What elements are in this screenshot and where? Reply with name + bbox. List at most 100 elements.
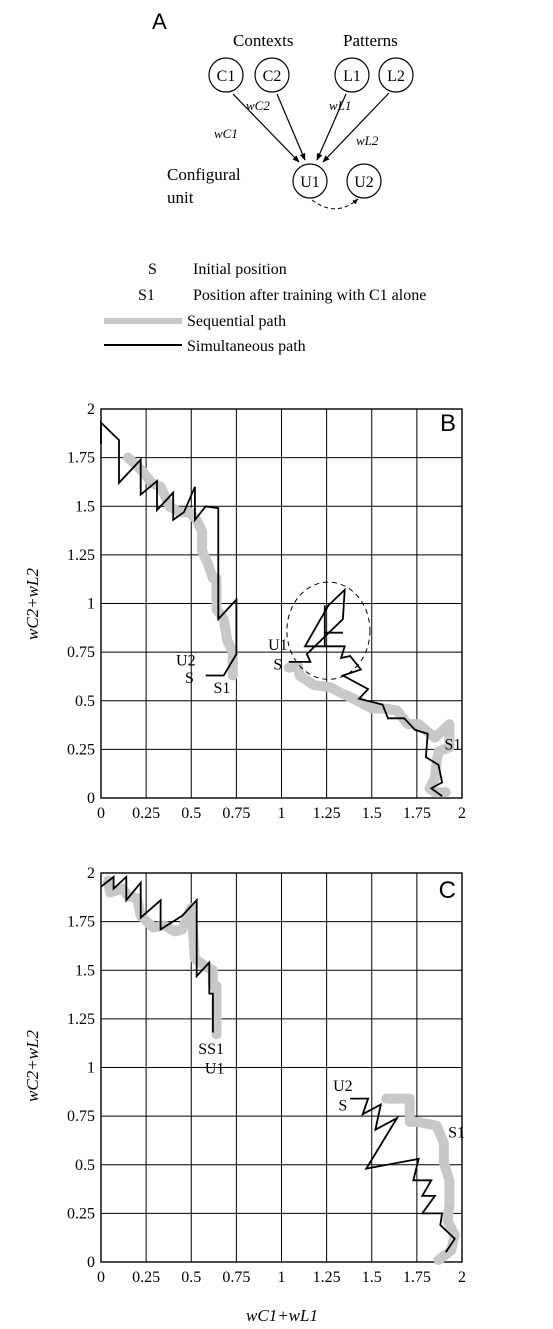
panel-c-series xyxy=(100,874,460,1266)
panel-b-ytick-label: 1.5 xyxy=(75,498,95,515)
node-u1-label: U1 xyxy=(300,174,320,191)
panel-c-annotation: U1 xyxy=(205,1060,225,1077)
panel-c-ytick-label: 0.5 xyxy=(75,1157,95,1174)
weight-wc1-label: wC1 xyxy=(214,126,238,141)
panel-c-simultaneous-path xyxy=(100,874,214,1033)
panel-c-ticks: 0 0.25 0.5 0.75 1 1.25 1.5 1.75 2 0 0.25 0.5 0.75 1 1.… xyxy=(67,865,466,1286)
panel-c-simultaneous-path xyxy=(350,1097,456,1253)
panel-b-annotation: S1 xyxy=(213,680,230,697)
node-l1: L1 xyxy=(334,57,370,93)
panel-b-sequential-path xyxy=(283,660,455,798)
u1-u2-dashed-arrow xyxy=(311,198,359,210)
panel-b-ytick-label: 1.75 xyxy=(67,450,95,467)
node-l1-label: L1 xyxy=(343,68,361,85)
panel-b-ytick-label: 0.5 xyxy=(75,693,95,710)
panel-c-ylabel: wC2+wL2 xyxy=(23,1030,42,1102)
weight-wl1-label: wL1 xyxy=(329,98,351,113)
panel-b-annotation: U1 xyxy=(268,637,288,654)
panel-c-grid xyxy=(100,872,463,1263)
panel-b-ylabel: wC2+wL2 xyxy=(23,568,42,640)
patterns-header: Patterns xyxy=(343,31,398,50)
panel-b-xtick-label: 0.75 xyxy=(222,805,250,822)
panel-b-ytick-label: 0.25 xyxy=(67,741,95,758)
configural-label-line2: unit xyxy=(167,188,194,207)
panel-b-sequential-path xyxy=(123,452,238,681)
panel-b-ytick-label: 2 xyxy=(87,401,95,418)
legend: S Initial position S1 Position after tra… xyxy=(104,261,426,355)
legend-s-symbol: S xyxy=(148,261,157,278)
panel-c-ytick-label: 1 xyxy=(87,1060,95,1077)
panel-c-xtick-label: 0.5 xyxy=(181,1269,201,1286)
panel-b-grid xyxy=(100,408,463,799)
node-u2-label: U2 xyxy=(354,174,374,191)
panel-b-xtick-label: 1.25 xyxy=(313,805,341,822)
panel-b-simultaneous-path xyxy=(100,420,238,677)
node-u1: U1 xyxy=(292,163,328,199)
panel-b-ytick-label: 0 xyxy=(87,790,95,807)
arrow-c2-u1 xyxy=(276,93,306,161)
weight-wc2-label: wC2 xyxy=(246,98,270,113)
panel-c-label: C xyxy=(439,877,456,904)
panel-c-ytick-label: 1.5 xyxy=(75,962,95,979)
legend-sequential-label: Sequential path xyxy=(187,313,286,330)
panel-c-xtick-label: 1.25 xyxy=(313,1269,341,1286)
configural-label-line1: Configural xyxy=(167,165,241,184)
panel-c-ytick-label: 0.25 xyxy=(67,1205,95,1222)
panel-b-annotation: S xyxy=(273,657,282,674)
legend-simultaneous-label: Simultaneous path xyxy=(187,338,306,355)
panel-c-xtick-label: 1.5 xyxy=(362,1269,382,1286)
node-l2-label: L2 xyxy=(387,68,405,85)
panel-c-annotation: SS1 xyxy=(198,1041,224,1058)
legend-s-desc: Initial position xyxy=(193,261,287,278)
panel-c-annotation: S1 xyxy=(448,1125,465,1142)
node-c1: C1 xyxy=(208,57,244,93)
panel-c-xtick-label: 0 xyxy=(97,1269,105,1286)
panel-b-ticks: 0 0.25 0.5 0.75 1 1.25 1.5 1.75 2 0 0.25 0.5 0.75 1 1.… xyxy=(67,401,466,822)
arrow-l2-u1 xyxy=(322,92,390,163)
panel-b-frame xyxy=(100,408,463,799)
panel-c-ytick-label: 1.75 xyxy=(67,914,95,931)
panel-b-annotation: S xyxy=(185,670,194,687)
panel-b-annotation: U2 xyxy=(176,653,196,670)
panel-b-annotation: S1 xyxy=(445,736,462,753)
panel-b-ytick-label: 0.75 xyxy=(67,644,95,661)
panel-b-extras xyxy=(286,581,371,680)
arrow-c1-u1 xyxy=(232,93,300,163)
node-c2: C2 xyxy=(254,57,290,93)
node-c2-label: C2 xyxy=(263,68,282,85)
panel-c-sequential-path xyxy=(381,1093,460,1266)
contexts-header: Contexts xyxy=(233,31,293,50)
panel-c-annotation: S xyxy=(338,1097,347,1114)
panel-b-xtick-label: 0.5 xyxy=(181,805,201,822)
panel-c-ytick-label: 2 xyxy=(87,865,95,882)
node-c1-label: C1 xyxy=(217,68,236,85)
panel-b-ytick-label: 1 xyxy=(87,596,95,613)
arrow-l1-u1 xyxy=(316,93,347,161)
panel-c-xlabel: wC1+wL1 xyxy=(246,1306,318,1325)
panel-c-xtick-label: 1.75 xyxy=(403,1269,431,1286)
panel-b-xtick-label: 1.5 xyxy=(362,805,382,822)
panel-c-ytick-label: 0.75 xyxy=(67,1108,95,1125)
panel-c-xtick-label: 0.25 xyxy=(132,1269,160,1286)
panel-b-simultaneous-path xyxy=(323,605,343,647)
connection-arrows xyxy=(232,92,390,163)
panel-a-network-diagram: A Contexts Patterns C1 C2 L1 L2 wC2 wL1 … xyxy=(152,9,414,210)
legend-s1-symbol: S1 xyxy=(138,287,155,304)
panel-c-ytick-label: 1.25 xyxy=(67,1011,95,1028)
panel-c-ytick-label: 0 xyxy=(87,1254,95,1271)
panel-c-xtick-label: 1 xyxy=(278,1269,286,1286)
panel-b-ytick-label: 1.25 xyxy=(67,547,95,564)
panel-b-dashed-circle xyxy=(286,581,371,680)
node-u2: U2 xyxy=(346,163,382,199)
panel-b-xtick-label: 2 xyxy=(458,805,466,822)
panel-c-annotation: U2 xyxy=(333,1078,353,1095)
panel-b-xtick-label: 0 xyxy=(97,805,105,822)
panel-b-label: B xyxy=(440,410,456,437)
panel-b-series xyxy=(100,420,455,798)
panel-b-xtick-label: 0.25 xyxy=(132,805,160,822)
node-l2: L2 xyxy=(378,57,414,93)
